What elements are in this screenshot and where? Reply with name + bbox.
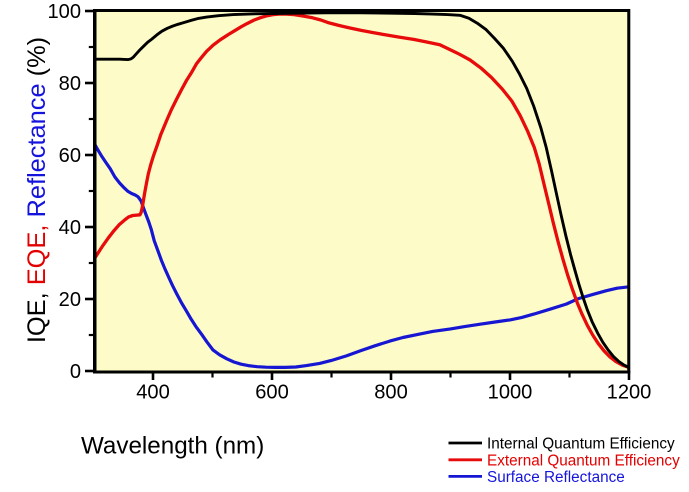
svg-text:60: 60 <box>59 145 81 167</box>
svg-text:80: 80 <box>59 73 81 95</box>
svg-text:Surface Reflectance: Surface Reflectance <box>487 469 625 486</box>
svg-text:Internal Quantum Efficiency: Internal Quantum Efficiency <box>487 436 675 453</box>
svg-text:600: 600 <box>255 381 289 403</box>
svg-text:40: 40 <box>59 217 81 239</box>
svg-text:External Quantum Efficiency: External Quantum Efficiency <box>487 452 680 469</box>
svg-text:400: 400 <box>136 381 170 403</box>
svg-text:100: 100 <box>47 1 81 23</box>
svg-text:IQE, EQE, Reflectance (%): IQE, EQE, Reflectance (%) <box>23 37 51 343</box>
svg-text:800: 800 <box>374 381 408 403</box>
svg-text:20: 20 <box>59 289 81 311</box>
svg-text:1200: 1200 <box>607 381 652 403</box>
svg-text:0: 0 <box>70 361 81 383</box>
svg-text:Wavelength (nm): Wavelength (nm) <box>81 433 264 460</box>
svg-text:1000: 1000 <box>488 381 533 403</box>
